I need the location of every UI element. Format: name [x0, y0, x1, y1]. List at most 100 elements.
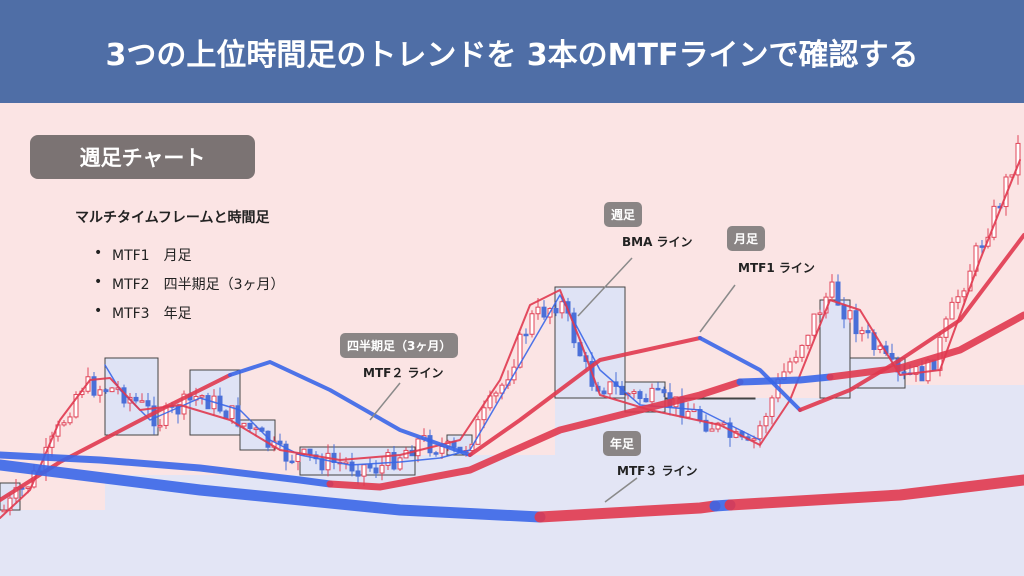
candle-body — [607, 381, 613, 395]
candle-body — [139, 400, 145, 403]
candle-body — [61, 422, 67, 426]
candle-body — [889, 352, 895, 360]
candle-body — [523, 333, 529, 337]
mtf2-line — [326, 378, 744, 491]
pointer — [369, 382, 401, 421]
header-title: 3つの上位時間足のトレンドを 3本のMTFラインで確認する — [0, 0, 1024, 103]
mtf1-line — [468, 336, 702, 457]
callout-label: MTF３ ライン — [617, 464, 698, 478]
candle-body — [859, 330, 865, 335]
candle-body — [799, 344, 805, 358]
candle-body — [865, 330, 871, 334]
candle-body — [703, 419, 709, 432]
candle-body — [709, 428, 715, 432]
callout-label: MTF２ ライン — [363, 366, 444, 380]
candle-body — [97, 389, 103, 396]
candle-body — [601, 390, 607, 395]
callout-label: BMA ライン — [622, 235, 693, 249]
candle-body — [109, 387, 115, 393]
mtf1-line — [228, 360, 472, 457]
candle-body — [145, 400, 151, 407]
mtf2-line — [0, 451, 334, 488]
mtf2-line — [736, 373, 834, 386]
candle-body — [811, 313, 817, 336]
candle-body — [901, 371, 907, 374]
candle-body — [661, 389, 667, 394]
badge: 週足チャート — [30, 135, 255, 179]
mtf2-line — [826, 311, 1024, 381]
candle-body — [247, 422, 253, 429]
pointer — [577, 257, 633, 317]
legend-heading: マルチタイムフレームと時間足 — [75, 210, 270, 226]
candle-body — [433, 452, 439, 455]
candle-body — [481, 407, 487, 421]
candle-body — [853, 310, 859, 335]
legend-item: MTF3 年足 — [94, 303, 192, 323]
mtf1-line — [0, 373, 232, 502]
candle-body — [763, 415, 769, 427]
mtf3-line — [724, 474, 1024, 511]
candle-body — [517, 333, 523, 368]
candle-body — [529, 313, 535, 335]
legend-item: MTF2 四半期足（3ヶ月） — [94, 274, 284, 294]
mtf3-line — [0, 459, 546, 523]
candle-body — [205, 395, 211, 410]
candle-body — [67, 416, 73, 424]
mtf1-line — [798, 233, 1024, 412]
candle-body — [229, 405, 235, 420]
candle-body — [25, 486, 31, 489]
candle-body — [241, 422, 247, 427]
candle-body — [949, 301, 955, 320]
callout-tag: 月足 — [727, 226, 766, 251]
candle-body — [367, 464, 373, 469]
candle-body — [349, 461, 355, 472]
candle-body — [769, 397, 775, 417]
candle-body — [427, 435, 433, 454]
candle-body — [655, 387, 661, 391]
candle-body — [91, 376, 97, 396]
candle-body — [199, 395, 205, 398]
candle-body — [919, 366, 925, 382]
candle-body — [355, 470, 361, 477]
candle-body — [793, 356, 799, 363]
candle-body — [475, 419, 481, 445]
candle-body — [235, 405, 241, 427]
candle-body — [397, 457, 403, 470]
candle-body — [7, 497, 13, 511]
candle-body — [103, 389, 109, 393]
candle-body — [73, 394, 79, 418]
candle-body — [979, 245, 985, 248]
candle-body — [637, 391, 643, 400]
candle-body — [847, 310, 853, 320]
candle-body — [133, 396, 139, 402]
candle-body — [685, 411, 691, 418]
candle-body — [757, 425, 763, 440]
candle-body — [541, 306, 547, 318]
candle-body — [631, 391, 637, 394]
candle-body — [829, 281, 835, 298]
candle-body — [391, 452, 397, 470]
chart-illustration — [0, 135, 1024, 576]
candle-body — [385, 452, 391, 466]
candle-body — [373, 467, 379, 474]
period-box — [104, 357, 159, 436]
candle-body — [841, 304, 847, 320]
candle-body — [643, 398, 649, 403]
candle-body — [379, 464, 385, 474]
legend-item: MTF1 月足 — [94, 245, 192, 265]
candle-body — [535, 306, 541, 315]
candle-body — [961, 290, 967, 298]
candle-body — [805, 334, 811, 346]
candle-body — [817, 312, 823, 315]
candle-body — [559, 301, 565, 314]
callout-tag: 週足 — [604, 202, 643, 227]
candle-body — [649, 387, 655, 403]
pointer — [604, 477, 638, 503]
candle-body — [955, 296, 961, 303]
candle-body — [835, 281, 841, 306]
mtf1-line — [698, 336, 802, 412]
candle-body — [787, 361, 793, 373]
candle-body — [877, 345, 883, 350]
callout-tag: 四半期足（3ヶ月） — [340, 333, 459, 358]
